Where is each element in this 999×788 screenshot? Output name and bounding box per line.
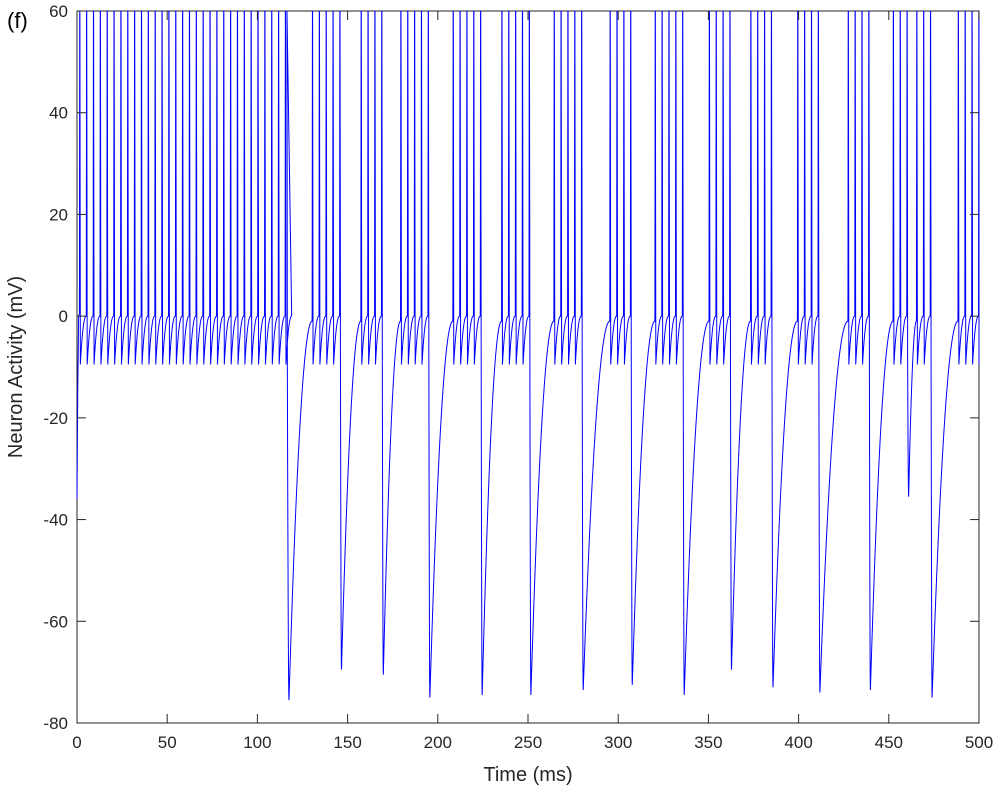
x-tick-label: 450 (875, 733, 903, 752)
y-tick-label: -20 (43, 409, 68, 428)
x-tick-label: 500 (965, 733, 993, 752)
y-tick-label: 20 (49, 205, 68, 224)
y-axis: -80 -60 -40 -20 0 20 40 60 (43, 2, 979, 733)
y-tick-label: -40 (43, 511, 68, 530)
x-tick-label: 350 (694, 733, 722, 752)
x-axis-label: Time (ms) (483, 764, 572, 786)
x-tick-label: 200 (424, 733, 452, 752)
x-tick-label: 300 (604, 733, 632, 752)
x-tick-label: 0 (72, 733, 81, 752)
y-axis-label: Neuron Activity (mV) (5, 276, 27, 458)
voltage-trace (76, 10, 980, 701)
panel-label: (f) (7, 8, 28, 33)
x-tick-label: 400 (784, 733, 812, 752)
y-tick-label: -80 (43, 714, 68, 733)
y-tick-label: 60 (49, 2, 68, 21)
y-tick-label: -60 (43, 612, 68, 631)
y-tick-label: 0 (59, 307, 68, 326)
x-tick-label: 100 (243, 733, 271, 752)
x-tick-label: 150 (333, 733, 361, 752)
x-tick-label: 50 (158, 733, 177, 752)
axes-box (76, 10, 980, 724)
plot-area (76, 10, 980, 724)
x-tick-label: 250 (514, 733, 542, 752)
x-axis: 0 50 100 150 200 250 300 350 400 450 500 (72, 11, 993, 752)
y-tick-label: 40 (49, 104, 68, 123)
